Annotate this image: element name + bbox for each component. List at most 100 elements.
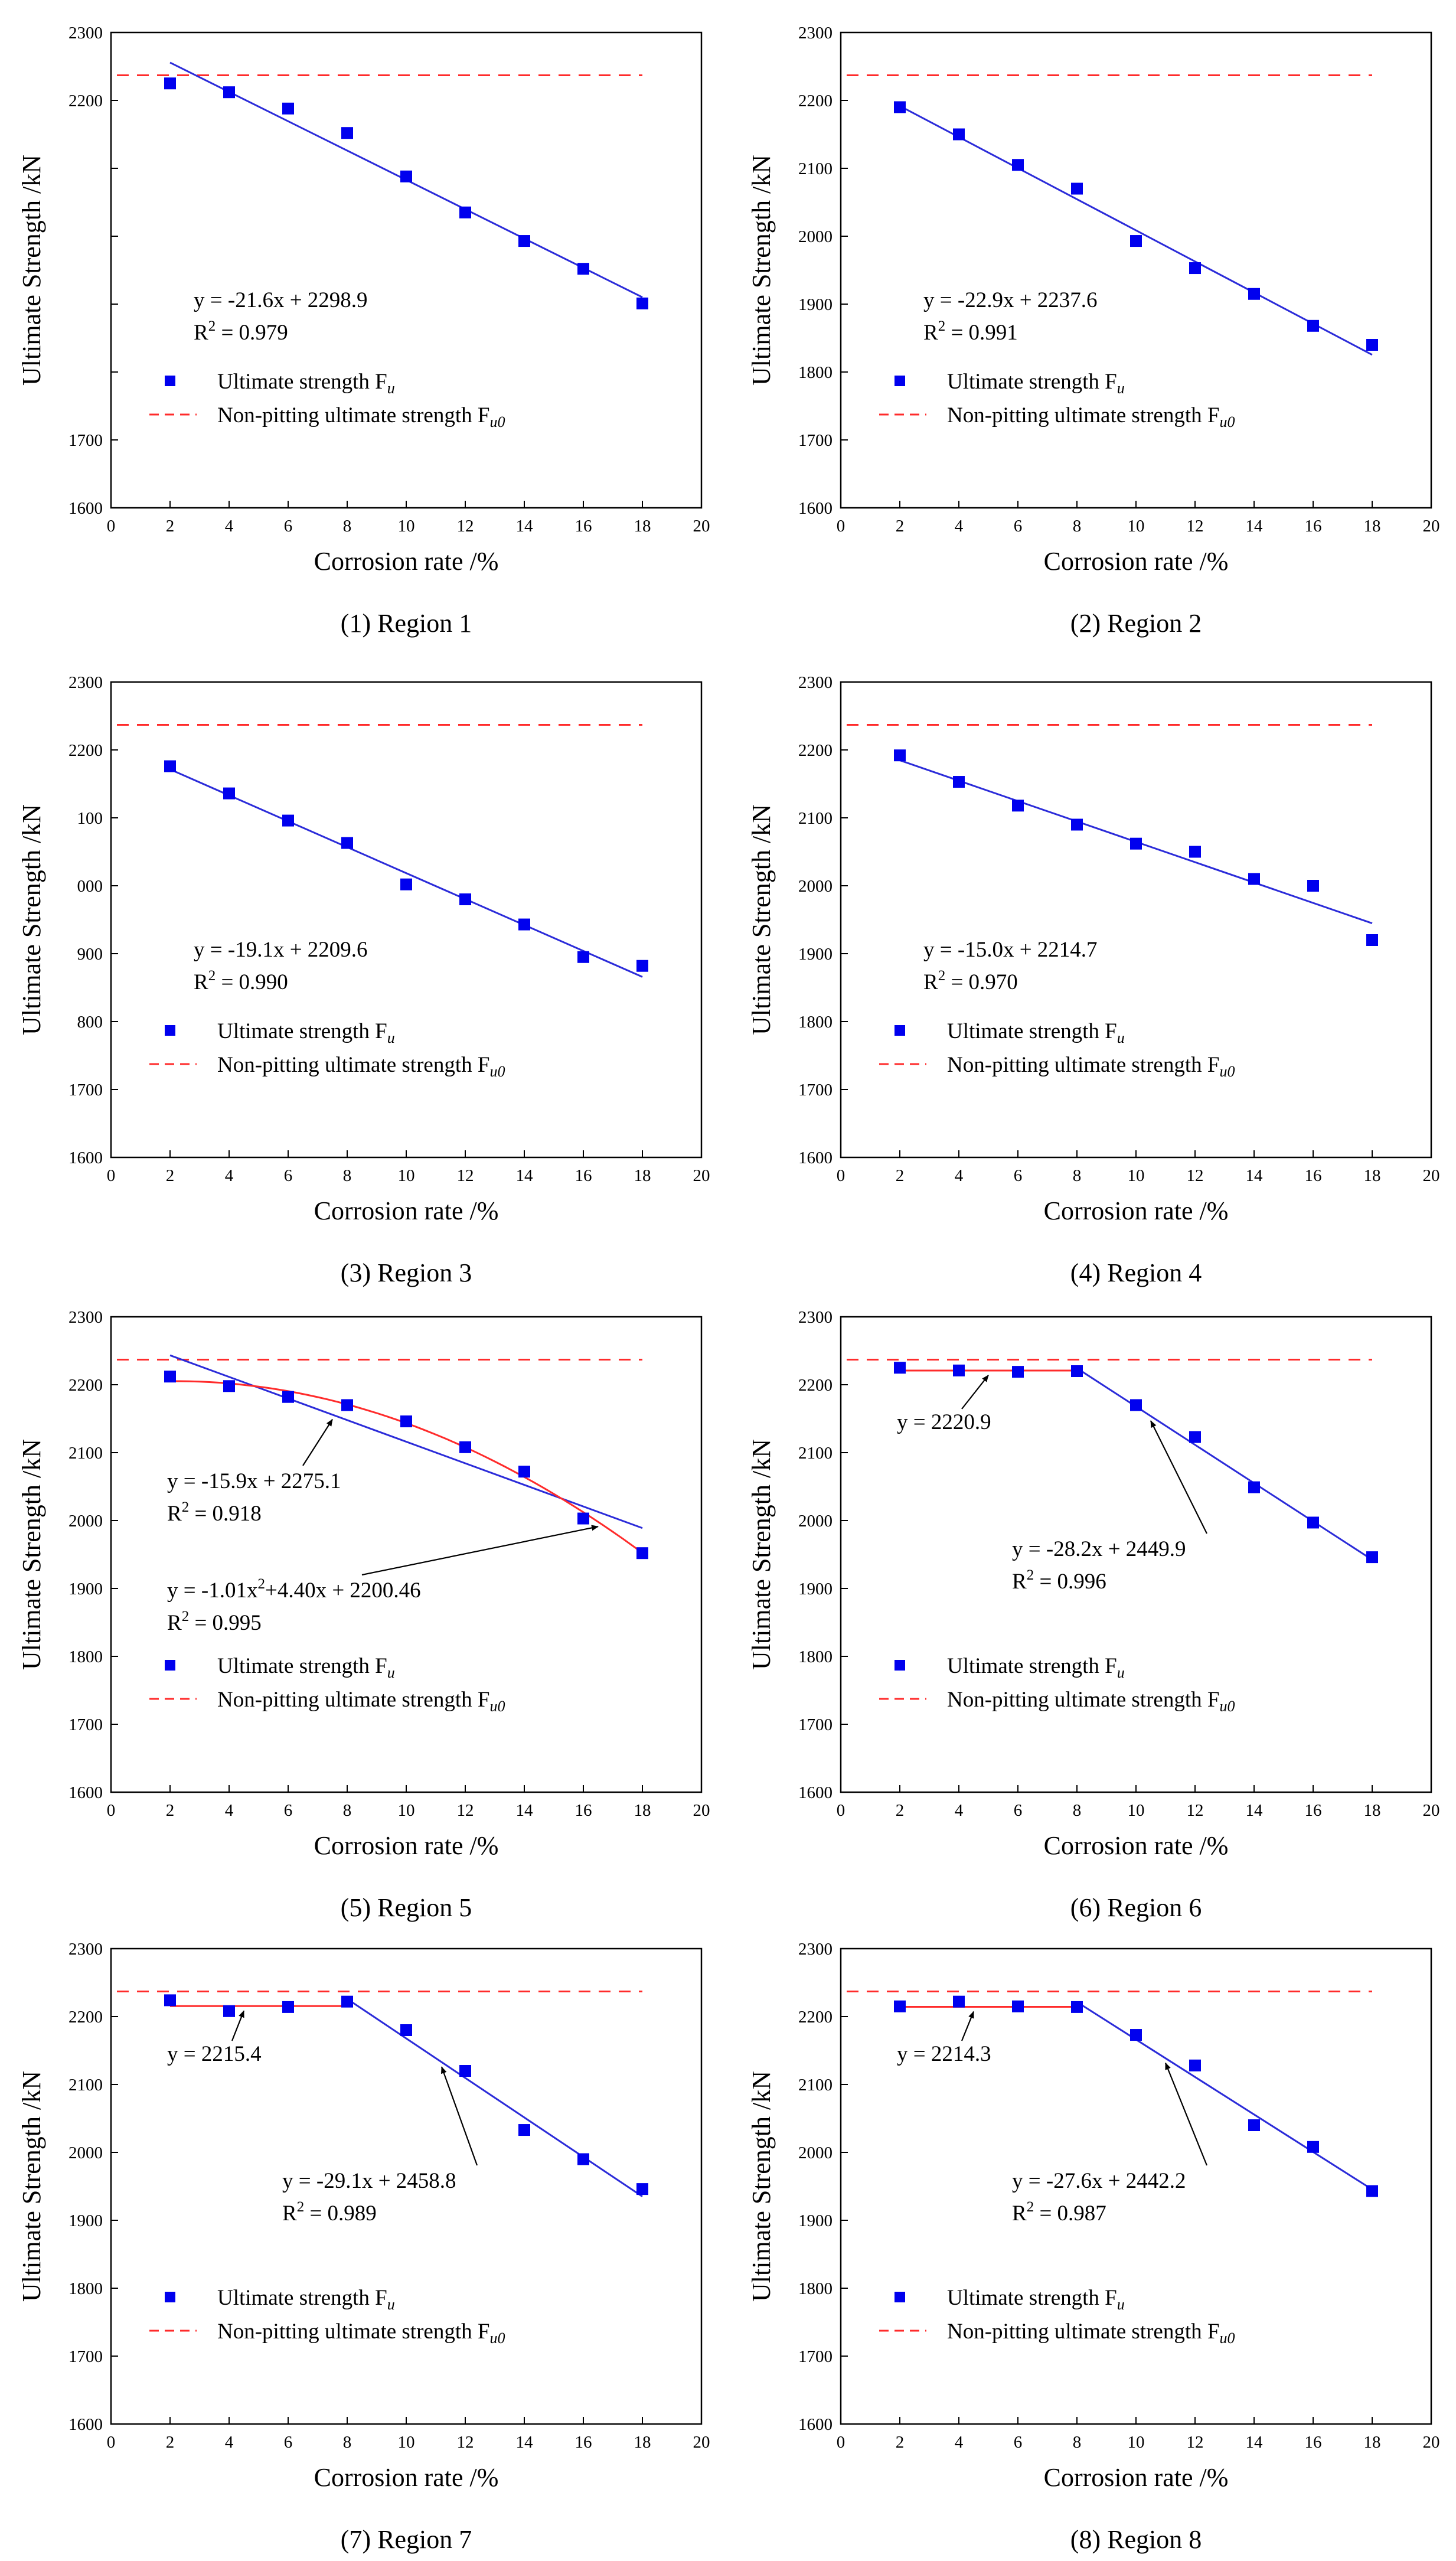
x-tick-label: 14 <box>516 517 534 536</box>
equation-text: = 0.991 <box>945 321 1018 345</box>
data-point <box>1307 319 1319 332</box>
equation-text: R <box>1012 2201 1027 2226</box>
x-tick-label: 10 <box>398 1801 415 1820</box>
data-point <box>164 77 176 90</box>
equation-superscript: 2 <box>938 968 946 984</box>
data-point <box>223 1380 235 1392</box>
x-tick-label: 2 <box>166 1166 175 1185</box>
y-tick-label: 1900 <box>798 945 833 964</box>
y-axis-title: Ultimate Strength /kN <box>17 2071 46 2302</box>
data-point <box>1012 159 1024 171</box>
x-tick-label: 10 <box>1128 517 1145 536</box>
data-point <box>953 128 965 141</box>
fit-equation-line: R2 = 0.995 <box>167 1609 262 1635</box>
x-axis-title: Corrosion rate /% <box>1044 547 1229 576</box>
data-point <box>164 760 176 772</box>
x-tick-label: 10 <box>1128 2433 1145 2452</box>
data-point <box>1307 2141 1319 2153</box>
equation-text: y = -21.6x + 2298.9 <box>194 288 368 312</box>
y-tick-label: 2200 <box>798 741 833 760</box>
y-tick-label: 1600 <box>68 1149 103 1167</box>
y-tick-label: 1600 <box>68 499 103 518</box>
equation-text: y = 2215.4 <box>167 2042 262 2066</box>
x-tick-label: 10 <box>398 517 415 536</box>
x-tick-label: 12 <box>457 517 474 536</box>
x-tick-label: 16 <box>1305 2433 1322 2452</box>
fit-line-linear <box>899 105 1373 356</box>
data-point <box>577 2153 589 2165</box>
data-point <box>636 2183 648 2195</box>
annotation-arrow <box>961 2011 975 2041</box>
legend-text: Ultimate strength F <box>947 1019 1117 1043</box>
data-point <box>1366 1551 1378 1564</box>
y-tick-label: 2200 <box>798 2008 833 2027</box>
data-point <box>518 235 530 247</box>
fit-line-linear <box>1076 1367 1373 1561</box>
data-point <box>1130 2029 1142 2041</box>
equation-superscript: 2 <box>208 968 216 984</box>
x-tick-label: 8 <box>343 2433 352 2452</box>
x-tick-label: 16 <box>575 2433 592 2452</box>
fit-curve-quadratic <box>170 1380 643 1554</box>
y-tick-label: 1600 <box>798 499 833 518</box>
fit-equation-line: R2 = 0.996 <box>1012 1567 1106 1594</box>
chart-caption: (7) Region 7 <box>341 2525 472 2554</box>
legend-label-non-pitting-strength: Non-pitting ultimate strength Fu0 <box>947 2319 1235 2347</box>
fit-equation-line: y = -27.6x + 2442.2 <box>1012 2169 1186 2193</box>
legend-text: Ultimate strength F <box>217 1654 387 1678</box>
annotation-arrow <box>961 1375 989 1410</box>
legend-subscript: u0 <box>489 413 505 430</box>
legend-label-non-pitting-strength: Non-pitting ultimate strength Fu0 <box>217 403 505 430</box>
x-tick-label: 8 <box>1073 2433 1082 2452</box>
y-tick-label: 1600 <box>68 1783 103 1802</box>
legend-subscript: u <box>1117 1664 1125 1681</box>
x-tick-label: 4 <box>955 2433 964 2452</box>
x-tick-label: 12 <box>457 1801 474 1820</box>
data-point <box>894 749 906 762</box>
y-tick-label: 2000 <box>68 1512 103 1531</box>
data-point <box>1189 2059 1201 2071</box>
data-point <box>282 1391 294 1403</box>
x-tick-label: 18 <box>1364 2433 1381 2452</box>
legend-marker-square <box>895 376 905 386</box>
legend-text: Non-pitting ultimate strength F <box>947 1053 1219 1077</box>
y-axis-title: Ultimate Strength /kN <box>747 2071 776 2302</box>
y-tick-label: 900 <box>77 945 103 964</box>
data-point <box>1366 934 1378 946</box>
legend-subscript: u <box>387 380 395 397</box>
x-tick-label: 4 <box>955 1166 964 1185</box>
equation-text: R <box>282 2201 297 2226</box>
fit-equation-line: y = -15.0x + 2214.7 <box>923 938 1098 962</box>
data-point <box>459 206 471 218</box>
legend-subscript: u <box>1117 1029 1125 1046</box>
x-tick-label: 20 <box>1423 517 1440 536</box>
data-point <box>1130 837 1142 850</box>
annotation-arrow <box>231 2010 245 2041</box>
fit-equation-line: y = 2220.9 <box>897 1410 991 1434</box>
data-point <box>400 1415 412 1428</box>
y-tick-label: 1700 <box>798 2347 833 2366</box>
x-tick-label: 12 <box>457 2433 474 2452</box>
x-tick-label: 14 <box>1246 1166 1264 1185</box>
y-tick-label: 2200 <box>798 92 833 110</box>
x-tick-label: 6 <box>1014 2433 1023 2452</box>
equation-text: = 0.918 <box>189 1502 262 1526</box>
x-tick-label: 0 <box>107 517 116 536</box>
y-tick-label: 1800 <box>798 1647 833 1666</box>
data-point <box>1248 1481 1260 1493</box>
data-point <box>164 1371 176 1383</box>
data-point <box>1366 2185 1378 2197</box>
x-tick-label: 14 <box>1246 2433 1264 2452</box>
legend-label-non-pitting-strength: Non-pitting ultimate strength Fu0 <box>947 1053 1235 1080</box>
legend-marker-square <box>895 1660 905 1671</box>
x-axis-title: Corrosion rate /% <box>314 2463 499 2492</box>
fit-equation-line: R2 = 0.990 <box>194 968 288 994</box>
chart-panel-region-3: 0 2 4 6 8 10 12 14 16 18 20 1600 1700 800 900 000 100 220… <box>17 673 710 1287</box>
legend-label-non-pitting-strength: Non-pitting ultimate strength Fu0 <box>217 1688 505 1715</box>
legend-subscript: u0 <box>489 1063 505 1080</box>
x-tick-label: 2 <box>896 1166 905 1185</box>
plot-frame <box>840 31 1432 509</box>
legend-marker-square <box>895 1025 905 1036</box>
chart-panel-region-6: 0 2 4 6 8 10 12 14 16 18 20 1600 1700 1800 1900 2000 210… <box>747 1308 1440 1922</box>
chart-caption: (6) Region 6 <box>1070 1893 1202 1922</box>
